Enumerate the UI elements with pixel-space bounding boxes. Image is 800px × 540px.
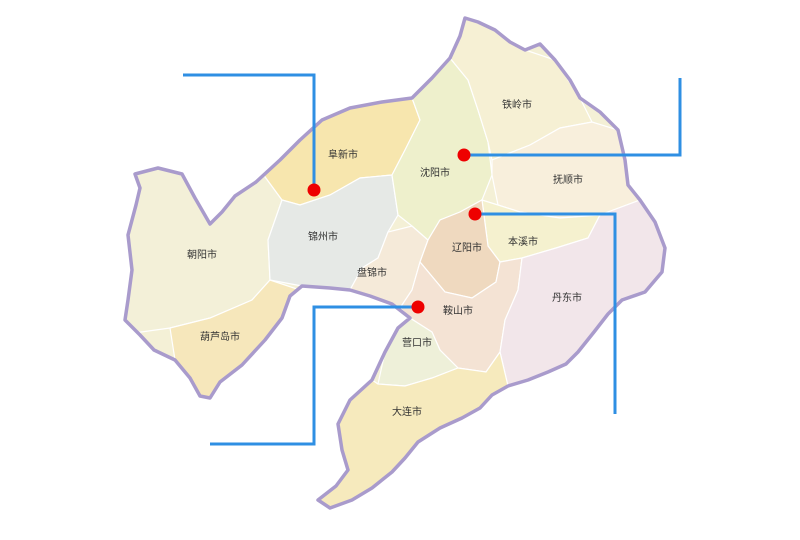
connector-line-benxi (475, 212, 617, 414)
label-anshan: 鞍山市 (443, 304, 473, 317)
marker-fuxin[interactable] (307, 183, 321, 197)
marker-benxi[interactable] (468, 207, 482, 221)
label-panjin: 盘锦市 (357, 266, 387, 279)
label-fushun: 抚顺市 (553, 173, 583, 186)
label-chaoyang: 朝阳市 (187, 248, 217, 261)
label-fuxin: 阜新市 (328, 148, 358, 161)
connector-lines (183, 73, 682, 446)
label-jinzhou: 锦州市 (308, 230, 338, 243)
label-benxi: 本溪市 (508, 235, 538, 248)
city-labels: 朝阳市 葫芦岛市 阜新市 锦州市 盘锦市 沈阳市 铁岭市 抚顺市 本溪市 辽阳市… (187, 98, 583, 418)
connector-line-shenyang (464, 78, 682, 157)
province-outline (123, 16, 667, 510)
connector-line-anshan (210, 305, 418, 446)
label-liaoyang: 辽阳市 (452, 241, 482, 254)
label-huludao: 葫芦岛市 (200, 330, 240, 343)
marker-shenyang[interactable] (457, 148, 471, 162)
label-tieling: 铁岭市 (502, 98, 532, 111)
label-dalian: 大连市 (392, 405, 422, 418)
markers (307, 148, 482, 314)
label-yingkou: 营口市 (402, 336, 432, 349)
connector-line-fuxin (183, 73, 316, 190)
label-shenyang: 沈阳市 (420, 166, 450, 179)
label-dandong: 丹东市 (552, 291, 582, 304)
marker-anshan[interactable] (411, 300, 425, 314)
